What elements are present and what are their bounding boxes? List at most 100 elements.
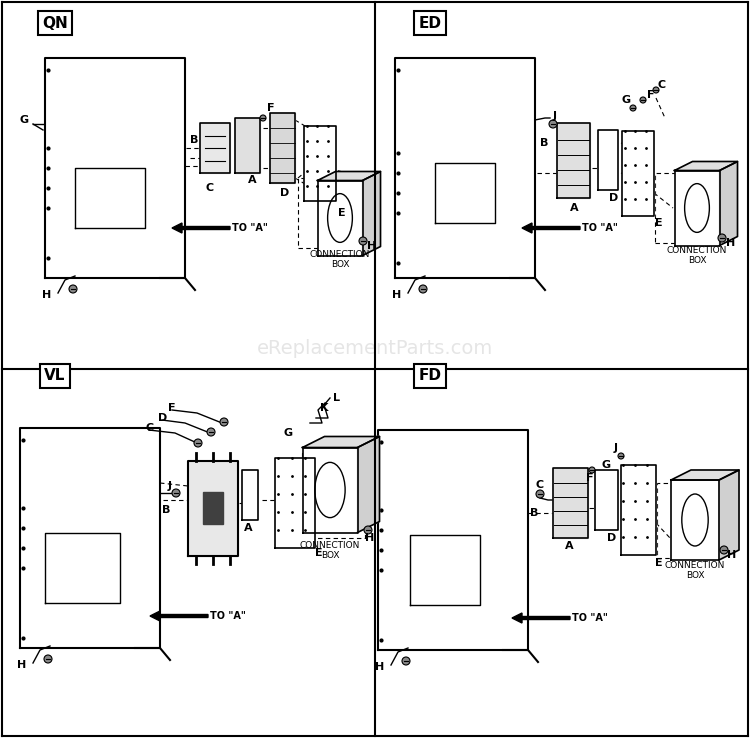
Polygon shape [378, 430, 528, 650]
Polygon shape [674, 162, 737, 170]
Text: A: A [565, 541, 574, 551]
Polygon shape [200, 123, 230, 173]
Polygon shape [395, 58, 535, 278]
FancyArrow shape [172, 223, 230, 233]
Text: CONNECTION
BOX: CONNECTION BOX [667, 246, 728, 266]
Polygon shape [20, 428, 160, 648]
Polygon shape [317, 171, 380, 181]
Polygon shape [242, 470, 258, 520]
Circle shape [419, 285, 427, 293]
Text: CONNECTION
BOX: CONNECTION BOX [664, 561, 725, 580]
Circle shape [69, 285, 77, 293]
Circle shape [359, 237, 367, 245]
Polygon shape [45, 58, 185, 278]
Circle shape [536, 490, 544, 498]
Text: J: J [553, 111, 557, 121]
Polygon shape [304, 125, 336, 201]
Circle shape [194, 439, 202, 447]
Circle shape [402, 657, 410, 665]
Polygon shape [270, 113, 295, 183]
Polygon shape [622, 131, 654, 215]
Text: J: J [168, 481, 172, 491]
Polygon shape [671, 470, 739, 480]
Text: D: D [280, 188, 290, 198]
FancyArrow shape [150, 611, 208, 621]
Text: VL: VL [44, 368, 66, 384]
Text: eReplacementParts.com: eReplacementParts.com [256, 339, 494, 357]
Circle shape [207, 428, 215, 436]
Circle shape [549, 120, 557, 128]
Text: L: L [333, 393, 340, 403]
Text: TO "A": TO "A" [572, 613, 608, 623]
Text: A: A [570, 203, 579, 213]
Text: F: F [647, 90, 655, 100]
Polygon shape [203, 492, 223, 524]
Polygon shape [235, 118, 260, 173]
Text: TO "A": TO "A" [582, 223, 618, 233]
Text: B: B [540, 138, 548, 148]
Polygon shape [674, 170, 719, 246]
Text: H: H [726, 238, 735, 248]
Polygon shape [620, 465, 656, 555]
Text: QN: QN [42, 15, 68, 30]
Text: E: E [655, 558, 663, 568]
Text: E: E [655, 218, 663, 228]
Text: H: H [375, 662, 384, 672]
Polygon shape [362, 171, 380, 255]
Text: B: B [190, 135, 198, 145]
Circle shape [260, 115, 266, 121]
Polygon shape [598, 130, 618, 190]
Polygon shape [317, 181, 362, 255]
Text: E: E [338, 208, 346, 218]
Polygon shape [302, 447, 358, 533]
Text: A: A [248, 175, 256, 185]
Circle shape [640, 97, 646, 103]
Text: CONNECTION
BOX: CONNECTION BOX [310, 250, 370, 269]
Text: H: H [365, 533, 374, 543]
Text: D: D [158, 413, 167, 423]
Circle shape [44, 655, 52, 663]
Text: TO "A": TO "A" [232, 223, 268, 233]
Circle shape [720, 546, 728, 554]
Polygon shape [188, 461, 238, 556]
Polygon shape [719, 470, 739, 560]
Text: B: B [162, 505, 170, 515]
FancyArrow shape [512, 613, 570, 623]
Text: FD: FD [419, 368, 442, 384]
Text: E: E [315, 548, 322, 558]
Text: K: K [320, 403, 328, 413]
Polygon shape [719, 162, 737, 246]
Text: C: C [536, 480, 544, 490]
Polygon shape [595, 470, 618, 530]
Circle shape [364, 526, 372, 534]
Polygon shape [671, 480, 719, 560]
Text: D: D [609, 193, 618, 203]
Circle shape [618, 453, 624, 459]
Text: C: C [145, 423, 153, 433]
Text: F: F [267, 103, 274, 113]
Text: G: G [601, 460, 610, 470]
Circle shape [220, 418, 228, 426]
Polygon shape [553, 468, 588, 538]
Text: A: A [244, 523, 253, 533]
Text: H: H [42, 290, 51, 300]
Text: C: C [658, 80, 666, 90]
Circle shape [589, 467, 595, 473]
Text: J: J [614, 443, 618, 453]
Circle shape [718, 234, 726, 242]
FancyArrow shape [522, 223, 580, 233]
Polygon shape [557, 123, 590, 198]
Text: TO "A": TO "A" [210, 611, 246, 621]
Text: D: D [607, 533, 616, 543]
Circle shape [630, 105, 636, 111]
Text: F: F [168, 403, 176, 413]
Text: H: H [17, 660, 26, 670]
Text: G: G [283, 428, 292, 438]
Text: F: F [586, 473, 593, 483]
Text: ED: ED [419, 15, 442, 30]
Text: H: H [727, 550, 736, 560]
Text: CONNECTION
BOX: CONNECTION BOX [300, 541, 360, 560]
Text: G: G [20, 115, 29, 125]
Text: H: H [392, 290, 401, 300]
Polygon shape [302, 436, 380, 447]
